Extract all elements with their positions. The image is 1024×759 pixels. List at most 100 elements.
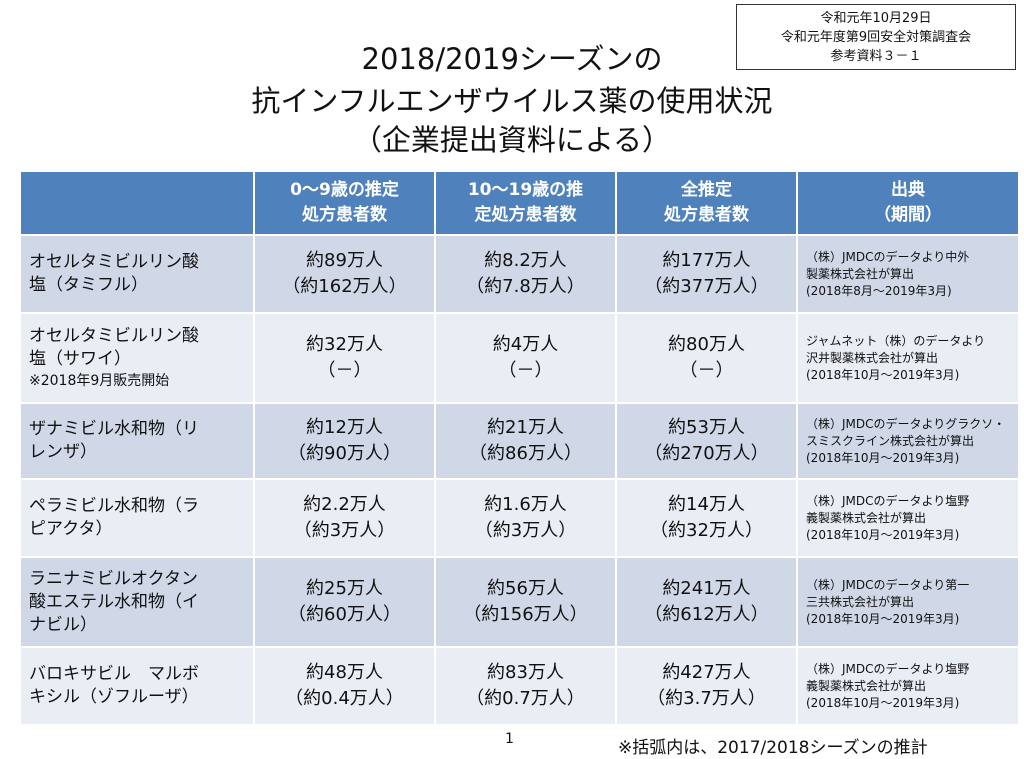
drug-name-line: オセルタミビルリン酸 — [29, 252, 199, 272]
launch-note: ※2018年9月販売開始 — [29, 373, 170, 389]
header-line: 定処方患者数 — [474, 205, 577, 225]
total-cell: 約177万人 （約377万人） — [615, 234, 798, 314]
estimate-current: 約14万人 — [668, 494, 745, 515]
estimate-previous: （約7.8万人） — [466, 276, 585, 297]
estimate-current: 約12万人 — [306, 417, 383, 438]
page-number: 1 — [505, 731, 514, 747]
age-0-9-cell: 約32万人 （－） — [253, 312, 436, 404]
source-line: （株）JMDCのデータより塩野 — [806, 493, 970, 508]
estimate-current: 約48万人 — [306, 662, 383, 683]
stamp-date: 令和元年10月29日 — [820, 11, 932, 26]
source-line: 製薬株式会社が算出 — [806, 266, 915, 281]
estimate-previous: （約3万人） — [474, 520, 577, 541]
age-0-9-cell: 約12万人 （約90万人） — [253, 402, 436, 480]
drug-name-line: ペラミビル水和物（ラ — [29, 496, 199, 516]
estimate-previous: （－） — [498, 360, 553, 381]
estimate-current: 約32万人 — [306, 334, 383, 355]
table-row: ラニナミビルオクタン 酸エステル水和物（イ ナビル） 約25万人 （約60万人）… — [19, 556, 1020, 648]
estimate-previous: （約612万人） — [644, 604, 769, 625]
source-line: 義製薬株式会社が算出 — [806, 678, 927, 693]
age-0-9-cell: 約89万人 （約162万人） — [253, 234, 436, 314]
estimate-previous: （約270万人） — [644, 443, 769, 464]
estimate-previous: （約0.4万人） — [285, 688, 404, 709]
source-line: 沢井製薬株式会社が算出 — [806, 350, 939, 365]
source-line: スミスクライン株式会社が算出 — [806, 433, 975, 448]
estimate-previous: （約3.7万人） — [647, 688, 766, 709]
table-row: ペラミビル水和物（ラ ピアクタ） 約2.2万人 （約3万人） 約1.6万人 （約… — [19, 478, 1020, 558]
total-cell: 約14万人 （約32万人） — [615, 478, 798, 558]
header-line: 出典 — [891, 180, 925, 200]
drug-name-cell: ラニナミビルオクタン 酸エステル水和物（イ ナビル） — [19, 556, 255, 648]
source-period: (2018年10月～2019年3月) — [806, 450, 960, 465]
header-total: 全推定 処方患者数 — [615, 170, 798, 236]
estimate-current: 約1.6万人 — [484, 494, 567, 515]
age-10-19-cell: 約1.6万人 （約3万人） — [434, 478, 617, 558]
drug-name-line: ピアクタ） — [29, 519, 113, 539]
header-line: （期間） — [874, 205, 942, 225]
estimate-previous: （約156万人） — [463, 604, 588, 625]
source-cell: （株）JMDCのデータより塩野 義製薬株式会社が算出 (2018年10月～201… — [796, 478, 1020, 558]
source-line: （株）JMDCのデータより塩野 — [806, 661, 970, 676]
estimate-current: 約2.2万人 — [303, 494, 386, 515]
page-title-season: 2018/2019シーズンの — [361, 42, 663, 76]
age-10-19-cell: 約56万人 （約156万人） — [434, 556, 617, 648]
estimate-previous: （約60万人） — [288, 604, 401, 625]
age-10-19-cell: 約8.2万人 （約7.8万人） — [434, 234, 617, 314]
source-period: (2018年8月～2019年3月) — [806, 283, 952, 298]
estimate-previous: （約162万人） — [282, 276, 407, 297]
age-10-19-cell: 約83万人 （約0.7万人） — [434, 646, 617, 726]
estimate-current: 約8.2万人 — [484, 250, 567, 271]
drug-name-cell: オセルタミビルリン酸 塩（サワイ） ※2018年9月販売開始 — [19, 312, 255, 404]
source-period: (2018年10月～2019年3月) — [806, 527, 960, 542]
source-line: （株）JMDCのデータより第一 — [806, 577, 970, 592]
header-age-10-19: 10～19歳の推 定処方患者数 — [434, 170, 617, 236]
estimate-previous: （約86万人） — [469, 443, 582, 464]
estimate-current: 約25万人 — [306, 578, 383, 599]
drug-name-line: ナビル） — [29, 614, 97, 635]
estimate-previous: （－） — [679, 360, 734, 381]
estimate-previous: （約90万人） — [288, 443, 401, 464]
source-line: ジャムネット（株）のデータより — [806, 333, 986, 348]
document-stamp: 令和元年10月29日 令和元年度第9回安全対策調査会 参考資料３－１ — [736, 4, 1016, 70]
estimate-current: 約80万人 — [668, 334, 745, 355]
footnote: ※括弧内は、2017/2018シーズンの推計 — [618, 738, 928, 758]
table-row: オセルタミビルリン酸 塩（タミフル） 約89万人 （約162万人） 約8.2万人… — [19, 234, 1020, 314]
source-period: (2018年10月～2019年3月) — [806, 367, 960, 382]
age-0-9-cell: 約48万人 （約0.4万人） — [253, 646, 436, 726]
source-period: (2018年10月～2019年3月) — [806, 695, 960, 710]
header-age-0-9: 0～9歳の推定 処方患者数 — [253, 170, 436, 236]
estimate-previous: （約3万人） — [293, 520, 396, 541]
total-cell: 約53万人 （約270万人） — [615, 402, 798, 480]
estimate-current: 約4万人 — [492, 334, 559, 355]
page-title-main: 抗インフルエンザウイルス薬の使用状況 — [251, 84, 773, 118]
source-cell: ジャムネット（株）のデータより 沢井製薬株式会社が算出 (2018年10月～20… — [796, 312, 1020, 404]
drug-name-line: 酸エステル水和物（イ — [29, 591, 199, 612]
age-10-19-cell: 約21万人 （約86万人） — [434, 402, 617, 480]
drug-name-line: バロキサビル マルボ — [29, 664, 199, 684]
estimate-current: 約56万人 — [487, 578, 564, 599]
drug-name-line: ザナミビル水和物（リ — [29, 419, 199, 439]
estimate-previous: （約0.7万人） — [466, 688, 585, 709]
estimate-previous: （－） — [317, 360, 372, 381]
drug-name-line: 塩（サワイ） — [29, 349, 131, 369]
header-line: 10～19歳の推 — [467, 180, 584, 200]
header-line: 処方患者数 — [302, 205, 387, 225]
page-title-subtitle: （企業提出資料による） — [352, 123, 672, 157]
drug-name-cell: オセルタミビルリン酸 塩（タミフル） — [19, 234, 255, 314]
source-cell: （株）JMDCのデータより塩野 義製薬株式会社が算出 (2018年10月～201… — [796, 646, 1020, 726]
estimate-current: 約241万人 — [662, 578, 751, 599]
estimate-current: 約177万人 — [662, 250, 751, 271]
header-drug — [19, 170, 255, 236]
estimate-current: 約21万人 — [487, 417, 564, 438]
estimate-previous: （約377万人） — [644, 276, 769, 297]
drug-name-line: ラニナミビルオクタン — [29, 568, 198, 589]
table-row: オセルタミビルリン酸 塩（サワイ） ※2018年9月販売開始 約32万人 （－）… — [19, 312, 1020, 404]
drug-name-cell: バロキサビル マルボ キシル（ゾフルーザ） — [19, 646, 255, 726]
source-line: （株）JMDCのデータよりグラクソ・ — [806, 416, 1006, 431]
usage-table: 0～9歳の推定 処方患者数 10～19歳の推 定処方患者数 全推定 処方患者数 … — [19, 170, 1020, 726]
header-line: 全推定 — [681, 180, 732, 200]
drug-name-line: 塩（タミフル） — [29, 275, 148, 295]
estimate-current: 約53万人 — [668, 417, 745, 438]
stamp-reference: 参考資料３－１ — [830, 49, 922, 64]
source-line: 三共株式会社が算出 — [806, 594, 915, 609]
